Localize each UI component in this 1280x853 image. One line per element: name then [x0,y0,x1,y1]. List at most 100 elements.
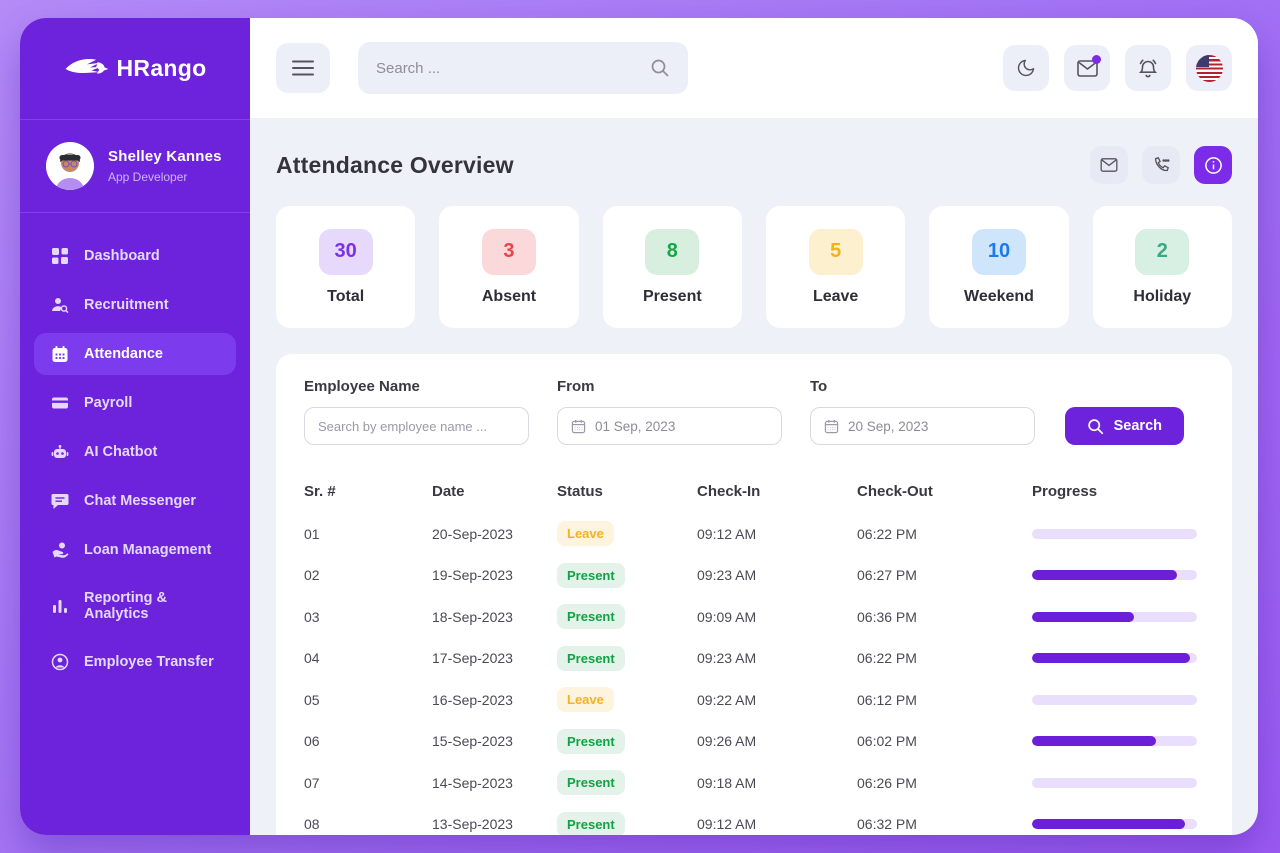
progress-bar [1032,694,1197,705]
sidebar-item-label: Recruitment [84,297,169,313]
hand-money-icon [51,541,69,559]
cell-date: 18-Sep-2023 [432,608,513,625]
content-area: Attendance Overview 30 Tot [250,118,1258,835]
table-row: 05 16-Sep-2023 Leave 09:22 AM 06:12 PM [304,679,1204,721]
cell-sr: 02 [304,567,320,584]
from-label: From [557,378,595,395]
mail-icon [1100,158,1118,172]
sidebar-item-label: Employee Transfer [84,654,214,670]
status-badge: Leave [557,687,614,713]
sidebar-item-employee-transfer[interactable]: Employee Transfer [34,641,236,683]
cell-sr: 07 [304,774,320,791]
stat-value: 2 [1135,228,1190,275]
stat-label: Absent [481,287,537,305]
language-button[interactable] [1186,45,1232,91]
messages-button[interactable] [1064,45,1110,91]
sidebar-item-recruitment[interactable]: Recruitment [34,284,236,326]
cell-status: Present [557,562,697,588]
call-action-button[interactable] [1142,146,1180,184]
cell-date: 16-Sep-2023 [432,691,513,708]
cell-date: 19-Sep-2023 [432,567,513,584]
us-flag-icon [1195,54,1223,82]
sidebar-item-loan-management[interactable]: Loan Management [34,529,236,571]
search-button[interactable]: Search [1064,407,1184,445]
cell-progress [1032,611,1204,622]
stat-label: Leave [812,287,859,305]
attendance-panel: Employee Name From 01 Sep, 2023 To [276,354,1232,835]
table-row: 07 14-Sep-2023 Present 09:18 AM 06:26 PM [304,762,1204,804]
main-area: Attendance Overview 30 Tot [250,18,1258,835]
stat-label: Present [642,287,702,305]
cell-status: Leave [557,521,697,547]
stat-value: 3 [481,228,536,275]
to-date-filter: To 20 Sep, 2023 [810,378,1035,445]
col-header-progress: Progress [1032,482,1098,500]
cell-progress [1032,777,1204,788]
employee-name-input[interactable] [318,418,515,434]
cell-check-in: 09:12 AM [697,816,757,833]
cell-status: Present [557,604,697,630]
cell-progress [1032,819,1204,830]
cell-check-in: 09:22 AM [697,691,757,708]
col-header-sr: Sr. # [304,482,336,500]
notifications-button[interactable] [1125,45,1171,91]
stat-card-present: 8 Present [602,206,742,328]
header-actions [1090,146,1232,184]
status-badge: Leave [557,521,614,547]
unread-badge [1092,55,1101,64]
mail-action-button[interactable] [1090,146,1128,184]
col-header-check-out: Check-Out [857,482,933,500]
table-row: 04 17-Sep-2023 Present 09:23 AM 06:22 PM [304,638,1204,680]
cell-check-in: 09:23 AM [697,650,757,667]
col-header-check-in: Check-In [697,482,761,500]
stat-label: Total [327,287,365,305]
topbar [250,18,1258,118]
status-badge: Present [557,770,625,796]
sidebar-item-attendance[interactable]: Attendance [34,333,236,375]
cell-progress [1032,736,1204,747]
info-action-button[interactable] [1194,146,1232,184]
to-date-input[interactable]: 20 Sep, 2023 [810,407,1035,445]
sidebar-item-label: Payroll [84,395,133,411]
sidebar-item-label: Chat Messenger [84,493,197,509]
avatar [46,142,94,190]
bell-icon [1138,59,1158,77]
search-button-label: Search [1113,418,1162,434]
from-date-input[interactable]: 01 Sep, 2023 [557,407,782,445]
brand-logo[interactable]: HRango [20,18,250,120]
cell-check-out: 06:32 PM [857,816,917,833]
sidebar-item-dashboard[interactable]: Dashboard [34,235,236,277]
sidebar: HRango [20,18,250,835]
menu-toggle-button[interactable] [276,43,330,93]
stat-card-total: 30 Total [276,206,416,328]
status-badge: Present [557,562,625,588]
cell-check-in: 09:26 AM [697,733,757,750]
dark-mode-button[interactable] [1003,45,1049,91]
attendance-table-body: 01 20-Sep-2023 Leave 09:12 AM 06:22 PM 02 19-S… [304,513,1204,835]
user-profile[interactable]: Shelley Kannes App Developer [20,120,250,213]
cell-date: 15-Sep-2023 [432,733,513,750]
sidebar-item-reporting-analytics[interactable]: Reporting & Analytics [34,578,236,634]
stats-row: 30 Total 3 Absent 8 Present 5 Leave 10 [276,206,1232,328]
cell-check-out: 06:27 PM [857,567,917,584]
chat-bubble-icon [51,492,69,510]
status-badge: Present [557,728,625,754]
progress-bar [1032,653,1197,664]
cell-sr: 05 [304,691,320,708]
search-input[interactable] [376,59,650,77]
cell-date: 20-Sep-2023 [432,525,513,542]
cell-sr: 08 [304,816,320,833]
phone-icon [1154,156,1170,172]
table-header-row: Sr. # Date Status Check-In Check-Out Pro… [304,469,1204,513]
col-header-date: Date [432,482,465,500]
sidebar-item-chat-messenger[interactable]: Chat Messenger [34,480,236,522]
status-badge: Present [557,645,625,671]
cell-status: Present [557,645,697,671]
sidebar-item-payroll[interactable]: Payroll [34,382,236,424]
global-search [358,42,688,94]
search-icon[interactable] [650,58,670,78]
cell-check-in: 09:12 AM [697,525,757,542]
status-badge: Present [557,604,625,630]
cell-check-in: 09:23 AM [697,567,757,584]
sidebar-item-ai-chatbot[interactable]: AI Chatbot [34,431,236,473]
